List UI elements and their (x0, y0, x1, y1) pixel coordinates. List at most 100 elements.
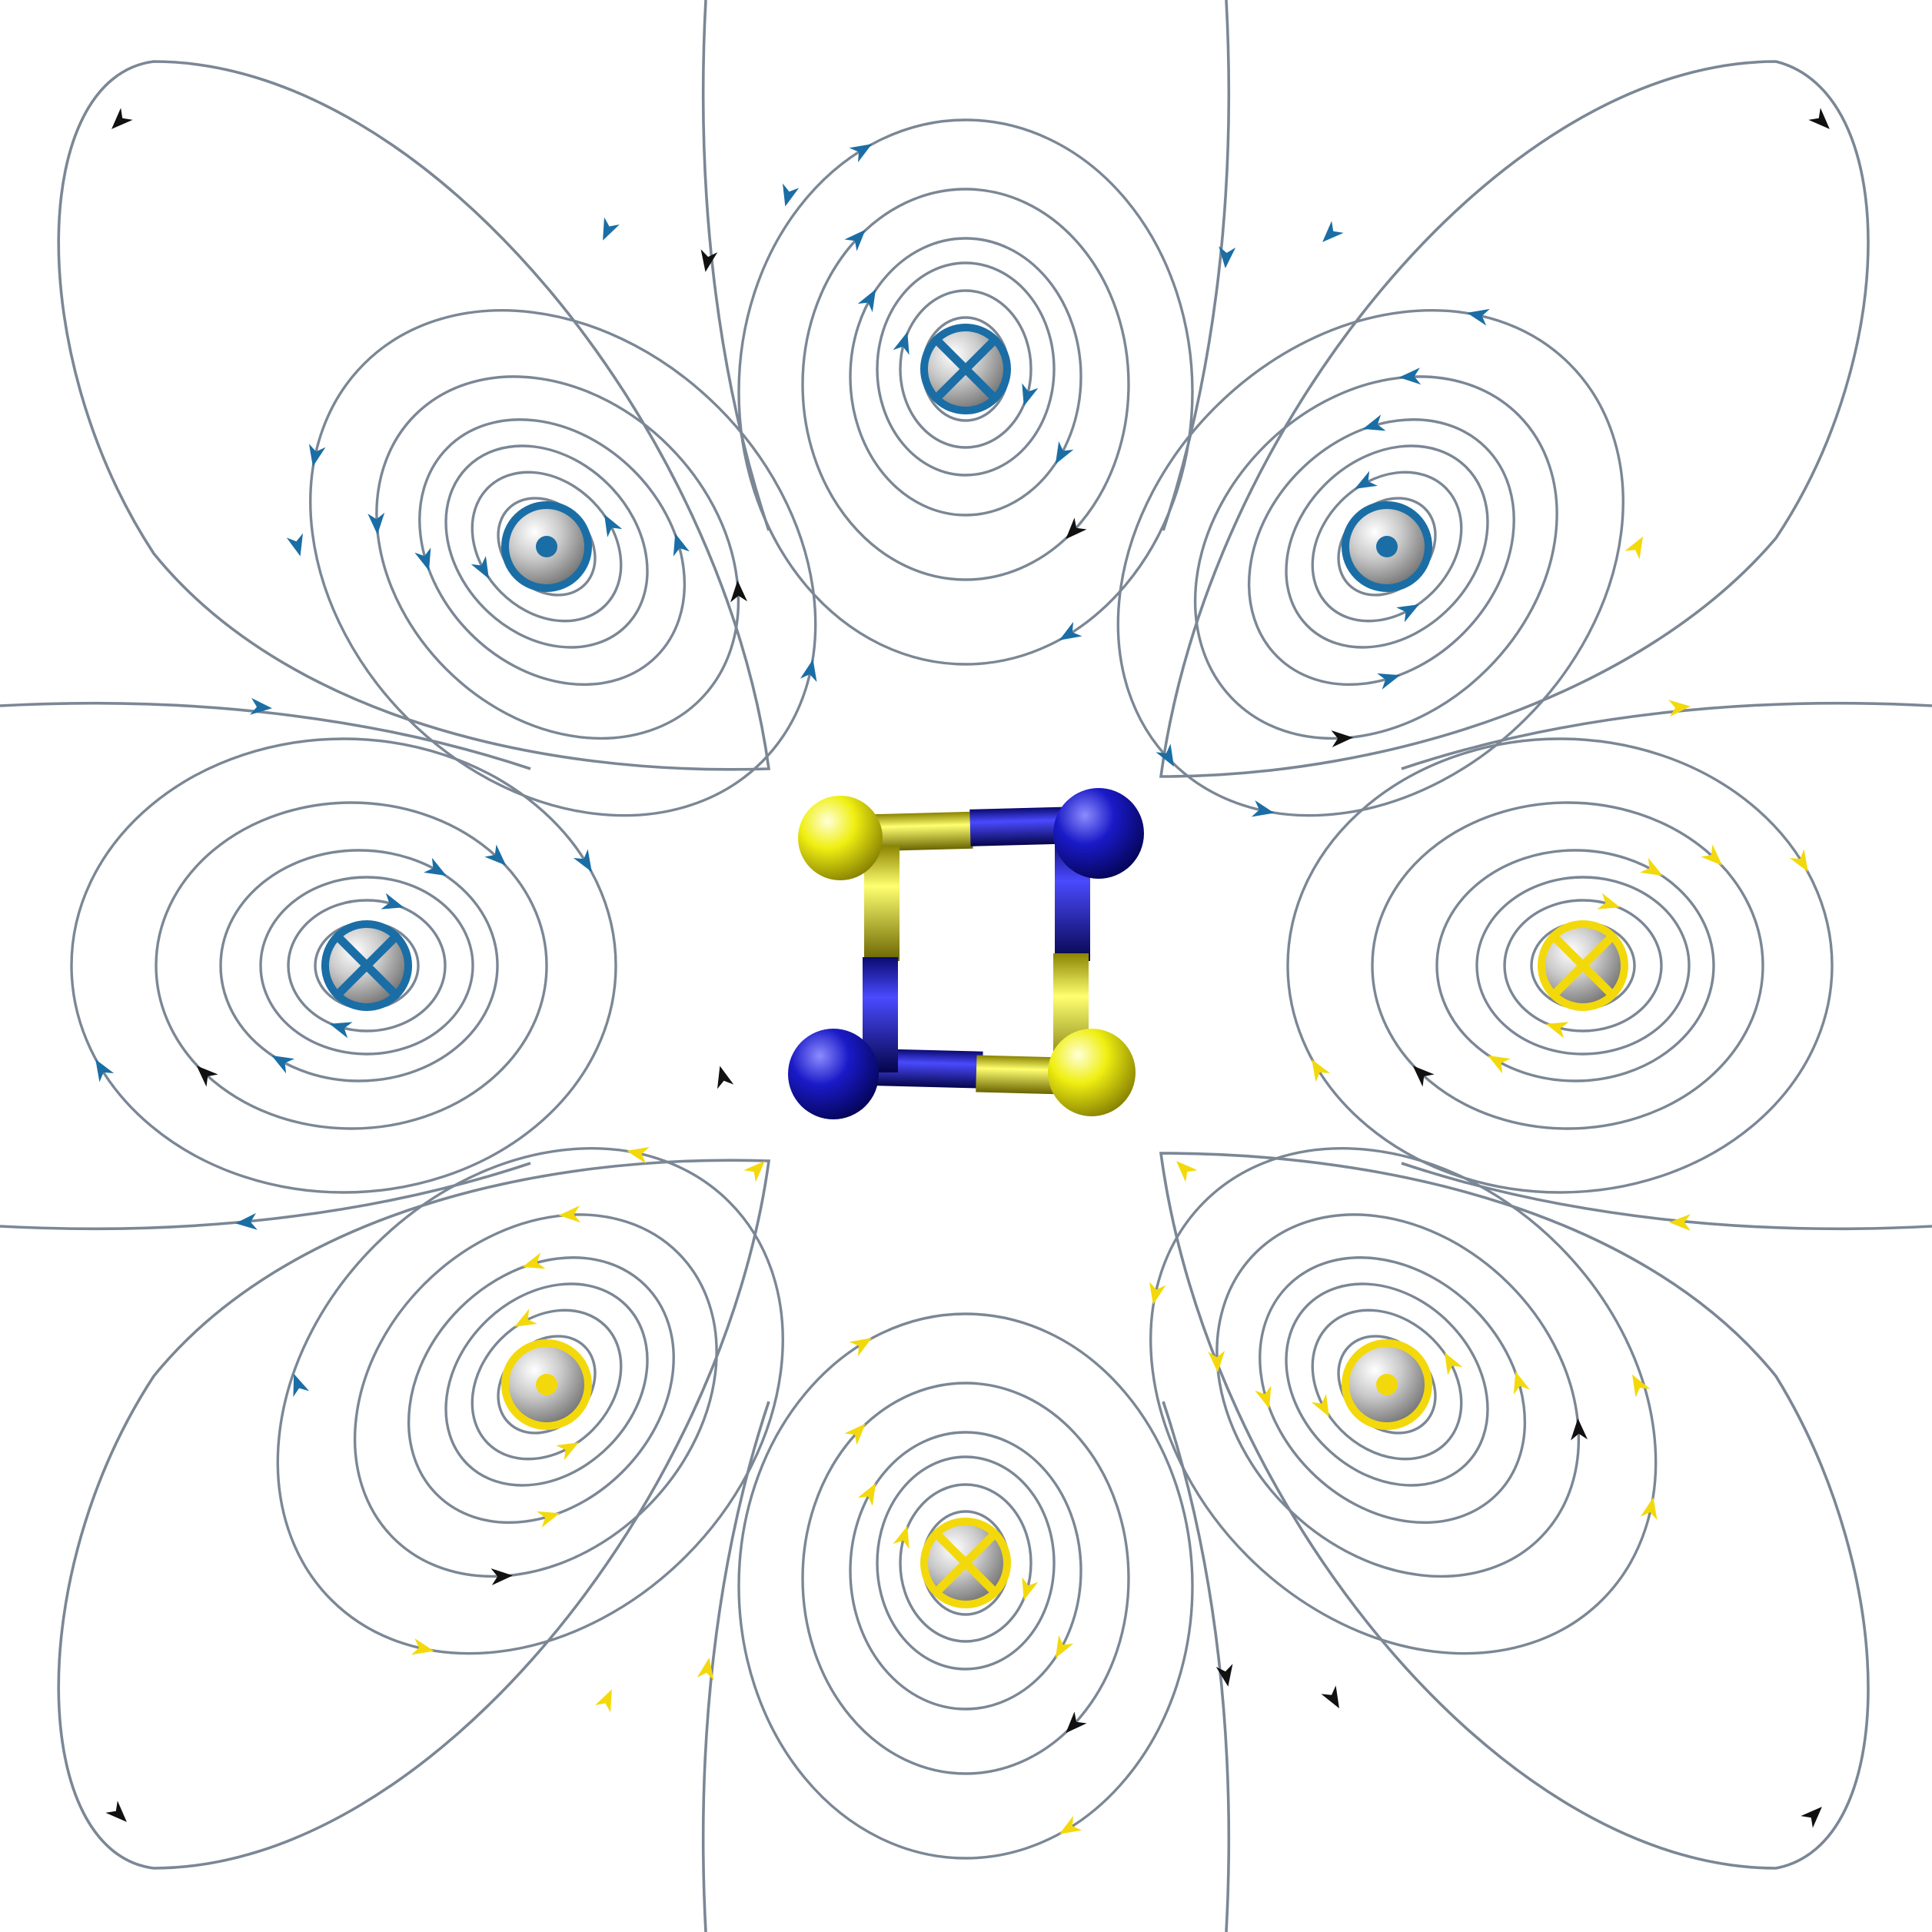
field-loop (375, 375, 740, 740)
field-arrow (857, 1483, 876, 1507)
field-loop (1149, 1147, 1658, 1655)
field-loop (737, 118, 1194, 666)
field-arrow (893, 331, 909, 355)
field-arrow (1396, 604, 1419, 623)
field-loop (1215, 1213, 1581, 1578)
field-arrow (514, 1309, 537, 1327)
field-arrow (1322, 221, 1344, 242)
field-arrow (250, 697, 272, 715)
field-loop-group-right (1286, 737, 1834, 1194)
outer-lobe-lower-right (1159, 1152, 1870, 1870)
field-arrow (573, 849, 592, 873)
cross-icon (1551, 934, 1614, 997)
field-arrow (604, 514, 623, 537)
field-loop (1475, 876, 1691, 1056)
field-loop (471, 471, 623, 623)
field-arrow (1022, 1577, 1039, 1601)
field-loop (219, 849, 499, 1082)
field-loop (1311, 1309, 1463, 1461)
field-arrow (471, 556, 489, 579)
field-arrow (1255, 1385, 1272, 1409)
field-loop-group-bottom (737, 1312, 1194, 1860)
field-loop (444, 1282, 649, 1487)
field-arrow (1789, 849, 1808, 873)
field-arrow (743, 1161, 765, 1182)
field-arrow (1808, 108, 1830, 129)
field-arrow (1412, 1066, 1435, 1087)
field-arrow (1312, 1059, 1331, 1082)
field-arrow (105, 1801, 127, 1822)
field-arrow (730, 580, 748, 603)
field-loop (259, 876, 474, 1056)
field-arrow (844, 1423, 866, 1445)
field-loop (801, 188, 1130, 581)
open-line-right-upper (1401, 701, 1932, 770)
nitrogen-atom (1053, 788, 1144, 879)
field-loop (155, 801, 548, 1130)
field-loop (471, 1309, 623, 1461)
field-arrow (1251, 800, 1275, 817)
field-arrow (235, 1212, 258, 1230)
current-out-of-page-marker (501, 1339, 592, 1430)
field-arrow (1701, 844, 1723, 866)
field-arrow (1467, 308, 1490, 326)
field-loop (1435, 849, 1715, 1082)
field-arrow (1331, 730, 1354, 748)
field-arrow (286, 533, 304, 557)
outer-lobe-lower-left (57, 1159, 771, 1870)
field-arrow (1801, 1807, 1822, 1828)
field-arrow (849, 1338, 873, 1357)
field-arrow (1208, 1350, 1225, 1373)
field-loop (1193, 375, 1558, 740)
field-arrow (411, 1638, 434, 1655)
field-direction-arrows (95, 108, 1830, 1834)
field-arrow (367, 512, 385, 535)
field-arrow (603, 217, 620, 241)
field-arrow (1355, 471, 1378, 489)
field-arrow (1377, 673, 1401, 690)
field-arrow (1215, 1664, 1233, 1687)
field-arrow (196, 1066, 218, 1087)
field-arrow (857, 289, 876, 313)
field-arrow (1488, 1055, 1511, 1074)
field-arrow (1156, 743, 1174, 767)
field-arrow (423, 857, 447, 876)
dot-icon (536, 536, 557, 557)
field-arrow (484, 844, 507, 866)
field-loop (276, 1147, 784, 1655)
field-loop (899, 289, 1033, 449)
outer-lobe-upper-right (1159, 60, 1870, 778)
cross-icon (934, 1531, 997, 1594)
current-into-page-marker (920, 1518, 1011, 1608)
field-arrow (1624, 536, 1643, 560)
open-line-top-left (701, 0, 770, 531)
field-arrow (1055, 441, 1074, 464)
field-arrow (1362, 414, 1386, 431)
field-arrow (1571, 1418, 1588, 1441)
field-loop (876, 1455, 1056, 1671)
field-arrow (1597, 893, 1621, 909)
current-into-page-marker (321, 920, 412, 1011)
field-loop (1371, 801, 1764, 1130)
field-arrow (717, 1066, 734, 1089)
field-arrow (1668, 700, 1691, 717)
field-arrow (1219, 246, 1236, 268)
field-loop (876, 261, 1056, 477)
field-arrow (893, 1525, 909, 1549)
sulfur-atom (798, 796, 883, 880)
field-arrow (1545, 1022, 1569, 1039)
field-arrow (1059, 1815, 1082, 1834)
field-arrow (111, 108, 133, 129)
field-arrow (95, 1059, 115, 1082)
cross-icon (934, 338, 997, 401)
field-arrow (1066, 517, 1087, 540)
field-loop (287, 899, 447, 1033)
field-arrow (537, 1511, 560, 1528)
field-loop (1286, 737, 1834, 1194)
open-line-bottom-right (1162, 1401, 1231, 1932)
field-arrow (782, 183, 800, 207)
field-arrow (308, 444, 326, 467)
current-markers (321, 324, 1628, 1608)
